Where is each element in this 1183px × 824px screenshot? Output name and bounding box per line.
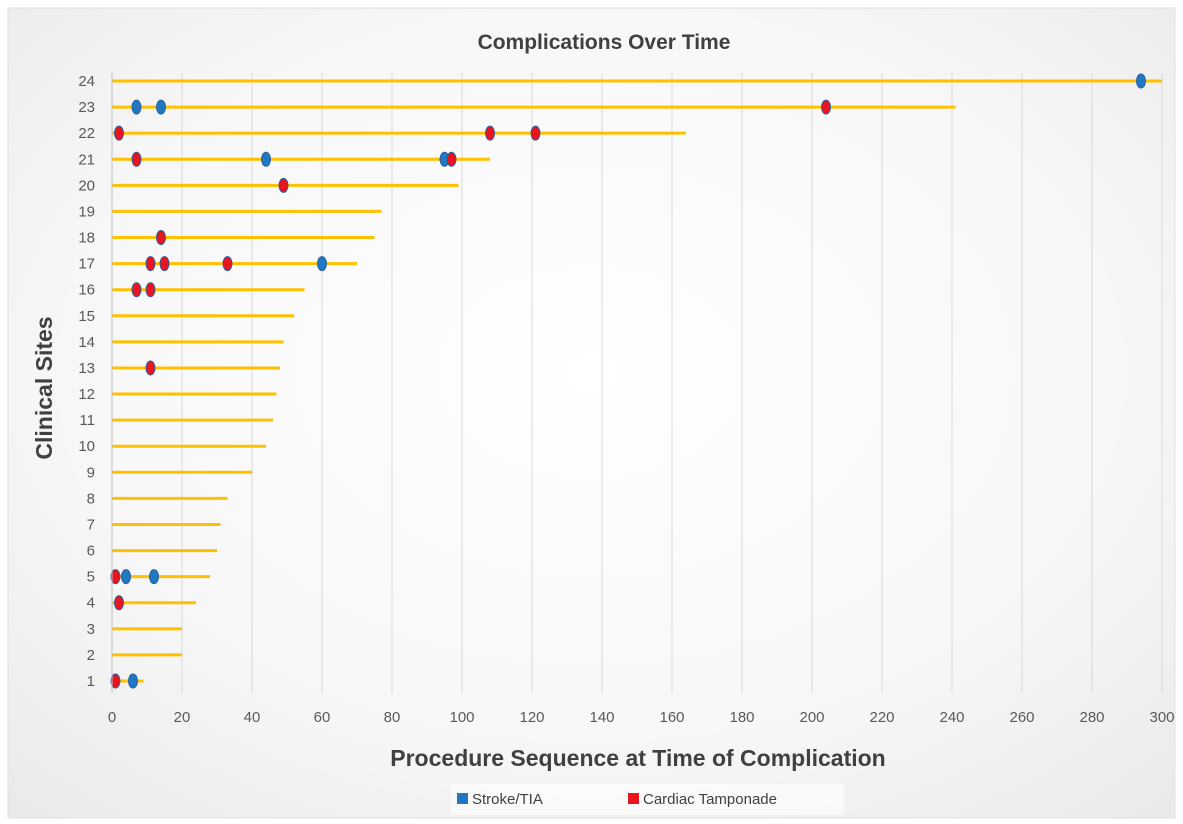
point-cardiac-tamponade-10 [278,177,289,193]
x-tick-label-220: 220 [869,709,894,726]
complication-points [110,73,1146,689]
point-stroke-tia-6 [131,99,142,115]
point-stroke-tia-2 [149,569,159,585]
y-tick-label-6: 6 [87,543,95,560]
y-tick-label-3: 3 [87,621,95,638]
x-tick-label-280: 280 [1079,709,1104,726]
point-cardiac-tamponade-4 [131,282,142,298]
point-cardiac-tamponade-6 [145,256,156,272]
y-tick-label-18: 18 [78,230,95,247]
y-tick-label-10: 10 [78,438,95,455]
y-tick-label-11: 11 [79,412,95,429]
y-tick-label-4: 4 [87,595,95,612]
y-tick-label-21: 21 [78,151,95,168]
legend: Stroke/TIA Cardiac Tamponade [451,784,844,815]
y-tick-label-24: 24 [78,73,95,90]
x-tick-label-0: 0 [108,709,116,726]
x-tick-label-40: 40 [244,709,261,726]
legend-label-tamponade: Cardiac Tamponade [643,791,777,808]
site-procedure-bars [112,79,1162,683]
grid-lines [181,73,1163,693]
point-stroke-tia-0 [128,673,138,689]
y-tick-label-22: 22 [78,125,95,142]
legend-swatch-tamponade [628,793,639,804]
x-tick-label-240: 240 [939,709,964,726]
point-cardiac-tamponade-14 [485,125,495,141]
x-tick-label-120: 120 [519,709,544,726]
point-cardiac-tamponade-15 [530,125,541,141]
point-stroke-tia-7 [156,99,166,115]
y-tick-label-2: 2 [87,647,95,664]
point-cardiac-tamponade-2 [110,569,121,585]
y-tick-label-15: 15 [78,308,95,325]
y-tick-label-13: 13 [78,360,95,377]
chart-background [7,7,1176,819]
y-tick-label-8: 8 [87,490,95,507]
y-tick-label-23: 23 [78,99,95,116]
legend-swatch-stroke [457,793,468,804]
y-tick-label-20: 20 [78,177,95,194]
y-tick-label-14: 14 [78,334,95,351]
x-tick-label-180: 180 [729,709,754,726]
point-cardiac-tamponade-12 [446,151,457,167]
point-cardiac-tamponade-11 [131,151,142,167]
point-stroke-tia-1 [121,569,131,585]
point-cardiac-tamponade-16 [821,99,831,115]
y-tick-label-1: 1 [87,673,95,690]
y-tick-label-9: 9 [87,464,95,481]
x-axis-title: Procedure Sequence at Time of Complicati… [390,745,885,771]
y-axis-title: Clinical Sites [31,316,57,459]
point-stroke-tia-8 [1136,73,1146,89]
x-axis-tick-labels: 0 20 40 60 80 100 120 140 160 180 200 220 240 260 280 3… [108,709,1175,726]
y-tick-label-17: 17 [78,256,95,273]
legend-label-stroke: Stroke/TIA [472,791,543,808]
x-tick-label-300: 300 [1149,709,1174,726]
point-cardiac-tamponade-3 [145,360,156,376]
point-cardiac-tamponade-5 [145,282,156,298]
point-cardiac-tamponade-7 [159,256,170,272]
point-cardiac-tamponade-1 [114,595,124,611]
point-stroke-tia-3 [317,256,327,272]
legend-background [451,784,844,815]
y-tick-label-5: 5 [87,569,95,586]
x-tick-label-60: 60 [314,709,331,726]
x-tick-label-140: 140 [589,709,614,726]
x-tick-label-160: 160 [659,709,684,726]
x-tick-label-100: 100 [449,709,474,726]
point-cardiac-tamponade-9 [156,230,166,246]
point-cardiac-tamponade-13 [114,125,124,141]
point-cardiac-tamponade-0 [110,673,121,689]
y-tick-label-19: 19 [78,203,95,220]
chart-title: Complications Over Time [478,31,731,54]
y-tick-label-7: 7 [87,516,95,533]
x-tick-label-20: 20 [174,709,191,726]
x-tick-label-200: 200 [799,709,824,726]
y-tick-label-12: 12 [78,386,95,403]
point-cardiac-tamponade-8 [222,256,233,272]
y-tick-label-16: 16 [78,282,95,299]
point-stroke-tia-4 [261,151,271,167]
x-tick-label-80: 80 [384,709,401,726]
x-tick-label-260: 260 [1009,709,1034,726]
